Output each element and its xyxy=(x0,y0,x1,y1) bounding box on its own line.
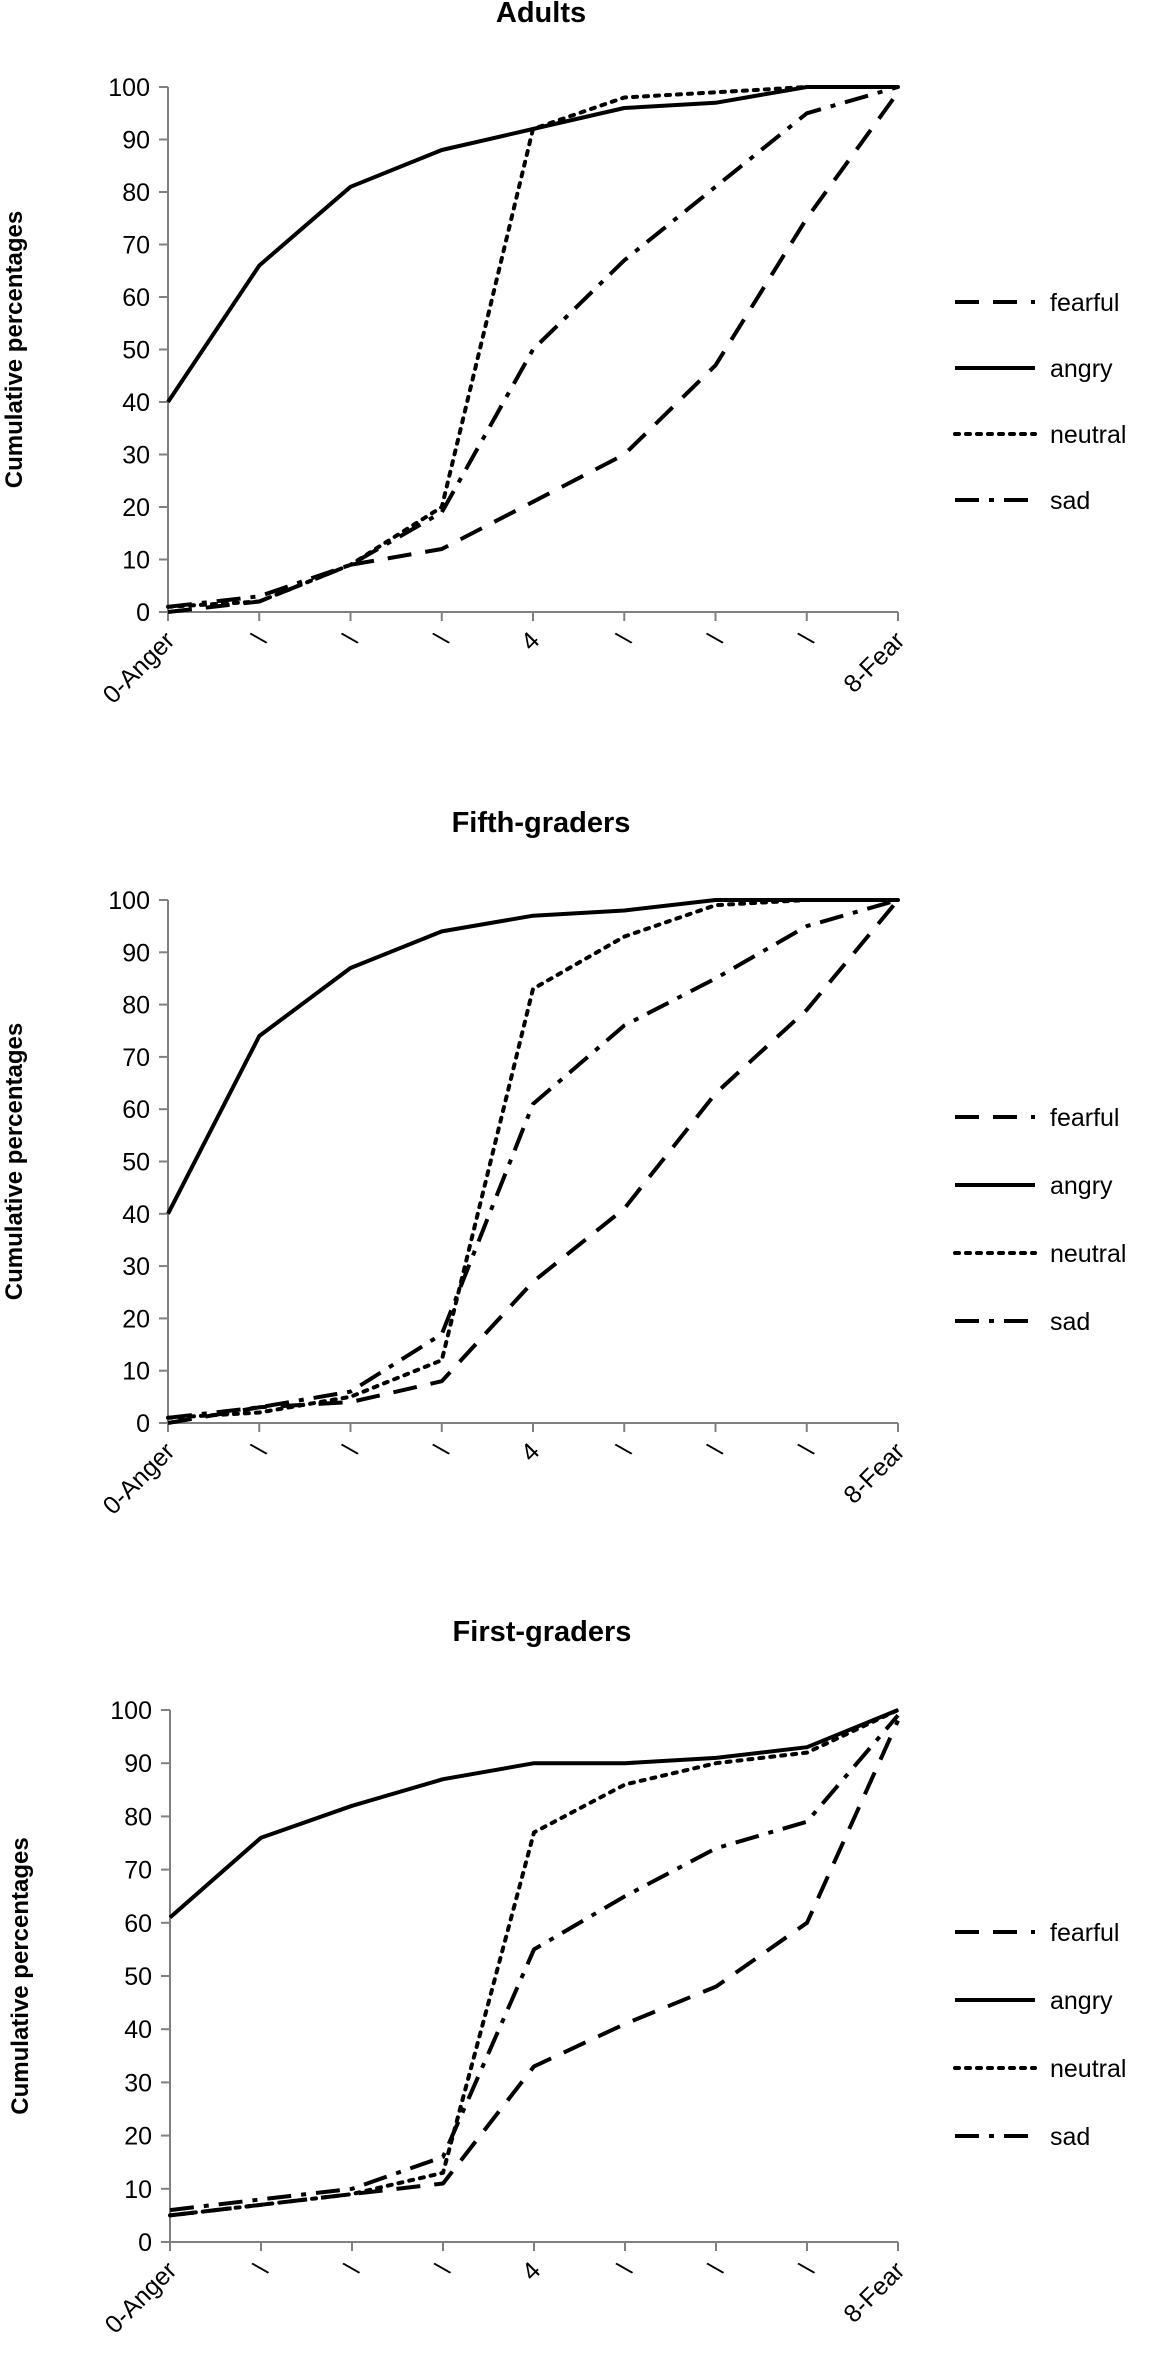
y-tick-label: 100 xyxy=(110,1697,152,1725)
x-tick-label: \ xyxy=(338,626,363,651)
x-tick-label: \ xyxy=(795,2256,820,2281)
y-tick-label: 60 xyxy=(122,284,150,312)
legend-label-angry: angry xyxy=(1050,1987,1113,2015)
chart-panel-1: Adults Cumulative percentages 0 10 20 30 40 50 6… xyxy=(1,0,1126,709)
y-tick-label: 40 xyxy=(122,389,150,417)
series-line-fearful xyxy=(169,1719,900,2218)
y-tick-label: 0 xyxy=(138,2229,152,2257)
legend-label-fearful: fearful xyxy=(1050,1104,1119,1132)
y-tick-label: 70 xyxy=(124,1857,152,1885)
y-tick-label: 80 xyxy=(124,1803,152,1831)
x-tick-label: 8-Fear xyxy=(838,1437,910,1509)
legend-label-fearful: fearful xyxy=(1050,289,1119,317)
legend: fearful angry neutral sad xyxy=(953,1104,1126,1336)
y-tick-label: 60 xyxy=(124,1910,152,1938)
series-line-neutral xyxy=(166,898,900,1420)
y-tick-label: 50 xyxy=(122,1149,150,1177)
y-tick-label: 70 xyxy=(122,232,150,260)
y-tick-label: 30 xyxy=(122,442,150,470)
legend-label-neutral: neutral xyxy=(1050,421,1126,449)
x-tick-label: 4 xyxy=(516,626,546,656)
series-line-neutral xyxy=(168,1708,900,2218)
x-tick-label: 0-Anger xyxy=(98,1437,181,1520)
x-tick-label: 8-Fear xyxy=(838,2256,910,2328)
y-tick-label: 80 xyxy=(122,992,150,1020)
series-line-sad xyxy=(167,898,899,1420)
y-tick-label: 50 xyxy=(122,337,150,365)
series-line-neutral xyxy=(166,85,900,609)
x-tick-label: \ xyxy=(612,1437,637,1462)
x-tick-label: \ xyxy=(429,1437,454,1462)
legend-label-neutral: neutral xyxy=(1050,1240,1126,1268)
chart-panel-2: Fifth-graders Cumulative percentages 0 10 20… xyxy=(1,807,1126,1520)
x-tick-label: 4 xyxy=(517,2256,547,2286)
y-tick-label: 40 xyxy=(122,1201,150,1229)
y-axis-label: Cumulative percentages xyxy=(1,211,28,488)
legend: fearful angry neutral sad xyxy=(953,1919,1126,2151)
chart-title: First-graders xyxy=(453,1616,632,1648)
chart-panel-3: First-graders Cumulative percentages 0 10 20… xyxy=(7,1616,1126,2339)
legend-label-sad: sad xyxy=(1050,487,1090,515)
legend-label-neutral: neutral xyxy=(1050,2055,1126,2083)
y-tick-label: 0 xyxy=(136,1410,150,1438)
series-line-angry xyxy=(168,1708,899,1920)
x-tick-label: \ xyxy=(794,626,819,651)
legend-label-sad: sad xyxy=(1050,2123,1090,2151)
y-tick-label: 20 xyxy=(122,1305,150,1333)
y-tick-label: 40 xyxy=(124,2016,152,2044)
x-tick-label: \ xyxy=(703,1437,728,1462)
y-axis-label: Cumulative percentages xyxy=(7,1837,34,2114)
x-tick-label: \ xyxy=(247,626,272,651)
y-tick-label: 20 xyxy=(122,494,150,522)
x-tick-label: \ xyxy=(249,2256,274,2281)
x-tick-label: 0-Anger xyxy=(98,626,181,709)
x-tick-label: \ xyxy=(612,626,637,651)
y-tick-label: 10 xyxy=(124,2176,152,2204)
y-tick-label: 10 xyxy=(122,547,150,575)
x-tick-label: \ xyxy=(794,1437,819,1462)
y-tick-label: 90 xyxy=(122,127,150,155)
y-tick-label: 100 xyxy=(108,887,150,915)
y-tick-label: 60 xyxy=(122,1096,150,1124)
y-tick-label: 90 xyxy=(124,1750,152,1778)
x-tick-label: \ xyxy=(429,626,454,651)
legend-label-angry: angry xyxy=(1050,355,1113,383)
y-axis-label: Cumulative percentages xyxy=(1,1023,28,1300)
series-line-fearful xyxy=(167,898,900,1425)
x-tick-label: \ xyxy=(703,626,728,651)
chart-title: Adults xyxy=(496,0,586,29)
series-line-angry xyxy=(166,898,898,1215)
y-tick-label: 80 xyxy=(122,179,150,207)
y-tick-label: 50 xyxy=(124,1963,152,1991)
y-tick-label: 0 xyxy=(136,599,150,627)
y-tick-label: 70 xyxy=(122,1044,150,1072)
x-tick-label: \ xyxy=(431,2256,456,2281)
x-tick-label: \ xyxy=(340,2256,365,2281)
y-tick-label: 20 xyxy=(124,2123,152,2151)
y-tick-label: 30 xyxy=(124,2069,152,2097)
series-line-sad xyxy=(167,85,899,609)
x-tick-label: \ xyxy=(704,2256,729,2281)
x-tick-label: 8-Fear xyxy=(838,626,910,698)
x-tick-label: \ xyxy=(338,1437,363,1462)
legend-label-sad: sad xyxy=(1050,1308,1090,1336)
y-tick-label: 30 xyxy=(122,1253,150,1281)
y-tick-label: 10 xyxy=(122,1358,150,1386)
y-tick-label: 90 xyxy=(122,939,150,967)
series-line-sad xyxy=(169,1714,900,2213)
chart-title: Fifth-graders xyxy=(452,807,631,839)
x-tick-label: 4 xyxy=(516,1437,546,1467)
x-tick-label: \ xyxy=(613,2256,638,2281)
legend: fearful angry neutral sad xyxy=(953,289,1126,515)
legend-label-fearful: fearful xyxy=(1050,1919,1119,1947)
x-tick-label: \ xyxy=(247,1437,272,1462)
y-tick-label: 100 xyxy=(108,74,150,102)
legend-label-angry: angry xyxy=(1050,1172,1113,1200)
x-tick-label: 0-Anger xyxy=(100,2256,183,2339)
